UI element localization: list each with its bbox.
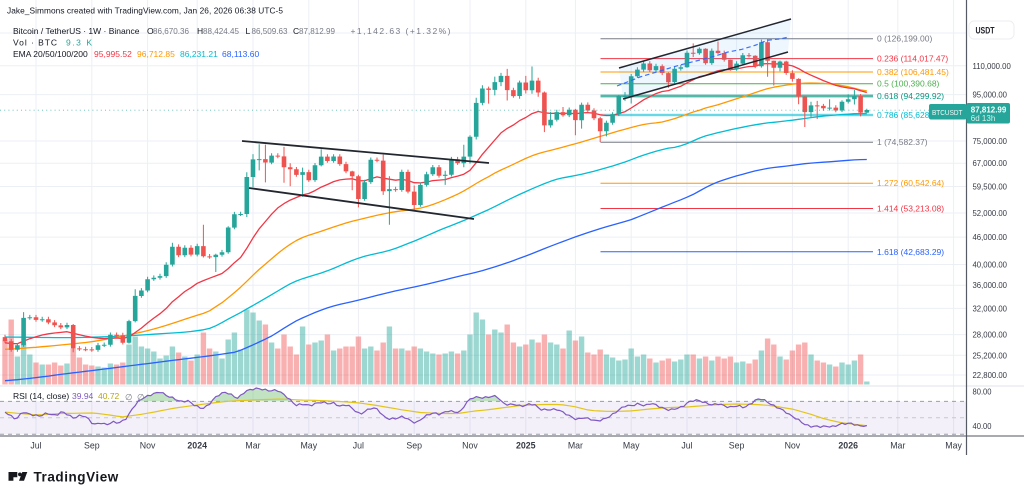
svg-text:1 (74,582.37): 1 (74,582.37) <box>877 137 928 147</box>
svg-text:0.382 (106,481.45): 0.382 (106,481.45) <box>877 67 949 77</box>
svg-text:May: May <box>300 441 317 451</box>
svg-text:Jul: Jul <box>681 441 692 451</box>
svg-text:Jul: Jul <box>353 441 364 451</box>
svg-text:Sep: Sep <box>406 441 422 451</box>
svg-text:67,000.00: 67,000.00 <box>973 158 1008 168</box>
svg-text:May: May <box>623 441 640 451</box>
svg-text:2024: 2024 <box>187 441 207 451</box>
svg-text:22,800.00: 22,800.00 <box>973 370 1008 380</box>
svg-text:0.5 (100,390.68): 0.5 (100,390.68) <box>877 79 940 89</box>
svg-text:Nov: Nov <box>140 441 156 451</box>
svg-text:87,812.99: 87,812.99 <box>971 104 1007 114</box>
svg-text:39.94: 39.94 <box>72 391 94 401</box>
svg-text:USDT: USDT <box>976 25 995 35</box>
svg-text:Bitcoin / TetherUS · 1W · Bina: Bitcoin / TetherUS · 1W · Binance <box>13 26 140 36</box>
svg-text:May: May <box>945 441 962 451</box>
svg-text:2026: 2026 <box>838 441 858 451</box>
svg-text:9.3 K: 9.3 K <box>66 38 92 48</box>
svg-text:1.618 (42,683.29): 1.618 (42,683.29) <box>877 247 944 257</box>
svg-text:87,812.99: 87,812.99 <box>299 26 335 36</box>
svg-text:Mar: Mar <box>568 441 583 451</box>
svg-text:86,670.36: 86,670.36 <box>153 26 189 36</box>
svg-text:Sep: Sep <box>84 441 100 451</box>
svg-text:68,113.60: 68,113.60 <box>222 49 259 59</box>
svg-text:46,000.00: 46,000.00 <box>973 232 1008 242</box>
svg-text:C: C <box>293 26 299 36</box>
svg-text:80.00: 80.00 <box>973 387 992 397</box>
svg-text:95,995.52: 95,995.52 <box>94 49 132 59</box>
svg-text:86,231.21: 86,231.21 <box>180 49 218 59</box>
svg-text:L: L <box>246 26 251 36</box>
svg-text:Jake_Simmons created with Trad: Jake_Simmons created with TradingView.co… <box>7 6 283 16</box>
svg-text:95,000.00: 95,000.00 <box>973 90 1008 100</box>
svg-text:6d 13h: 6d 13h <box>971 113 996 123</box>
svg-text:40,000.00: 40,000.00 <box>973 260 1008 270</box>
svg-text:TradingView: TradingView <box>34 470 119 485</box>
svg-text:∅: ∅ <box>137 392 145 402</box>
svg-text:Nov: Nov <box>462 441 478 451</box>
svg-text:∅: ∅ <box>125 392 133 402</box>
svg-text:Mar: Mar <box>890 441 905 451</box>
svg-text:88,424.45: 88,424.45 <box>203 26 239 36</box>
svg-text:0.236 (114,017.47): 0.236 (114,017.47) <box>877 54 948 64</box>
svg-text:40.72: 40.72 <box>98 391 120 401</box>
svg-text:52,000.00: 52,000.00 <box>973 208 1008 218</box>
svg-text:BTCUSDT: BTCUSDT <box>932 108 963 117</box>
svg-text:2025: 2025 <box>516 441 536 451</box>
svg-text:59,500.00: 59,500.00 <box>973 182 1008 192</box>
svg-text:Sep: Sep <box>729 441 745 451</box>
svg-text:32,000.00: 32,000.00 <box>973 303 1008 313</box>
svg-text:75,000.00: 75,000.00 <box>973 136 1008 146</box>
svg-text:1.414 (53,213.08): 1.414 (53,213.08) <box>877 204 944 214</box>
svg-text:Jul: Jul <box>30 441 41 451</box>
svg-text:28,000.00: 28,000.00 <box>973 330 1008 340</box>
svg-text:RSI (14, close): RSI (14, close) <box>13 391 69 401</box>
svg-text:96,712.85: 96,712.85 <box>137 49 175 59</box>
svg-text:Nov: Nov <box>785 441 801 451</box>
svg-text:0 (126,199.00): 0 (126,199.00) <box>877 34 932 44</box>
svg-text:40.00: 40.00 <box>973 421 992 431</box>
svg-text:36,000.00: 36,000.00 <box>973 280 1008 290</box>
svg-text:1.272 (60,542.64): 1.272 (60,542.64) <box>877 178 944 188</box>
svg-text:0.786 (85,628.93): 0.786 (85,628.93) <box>877 110 944 120</box>
svg-text:110,000.00: 110,000.00 <box>973 61 1012 71</box>
svg-text:O: O <box>147 26 154 36</box>
svg-text:86,509.63: 86,509.63 <box>252 26 288 36</box>
svg-text:Mar: Mar <box>245 441 260 451</box>
svg-text:EMA 20/50/100/200: EMA 20/50/100/200 <box>13 49 88 59</box>
svg-text:H: H <box>197 26 203 36</box>
svg-text:25,200.00: 25,200.00 <box>973 350 1008 360</box>
svg-text:Vol · BTC: Vol · BTC <box>13 38 57 48</box>
svg-text:0.618 (94,299.92): 0.618 (94,299.92) <box>877 91 944 101</box>
